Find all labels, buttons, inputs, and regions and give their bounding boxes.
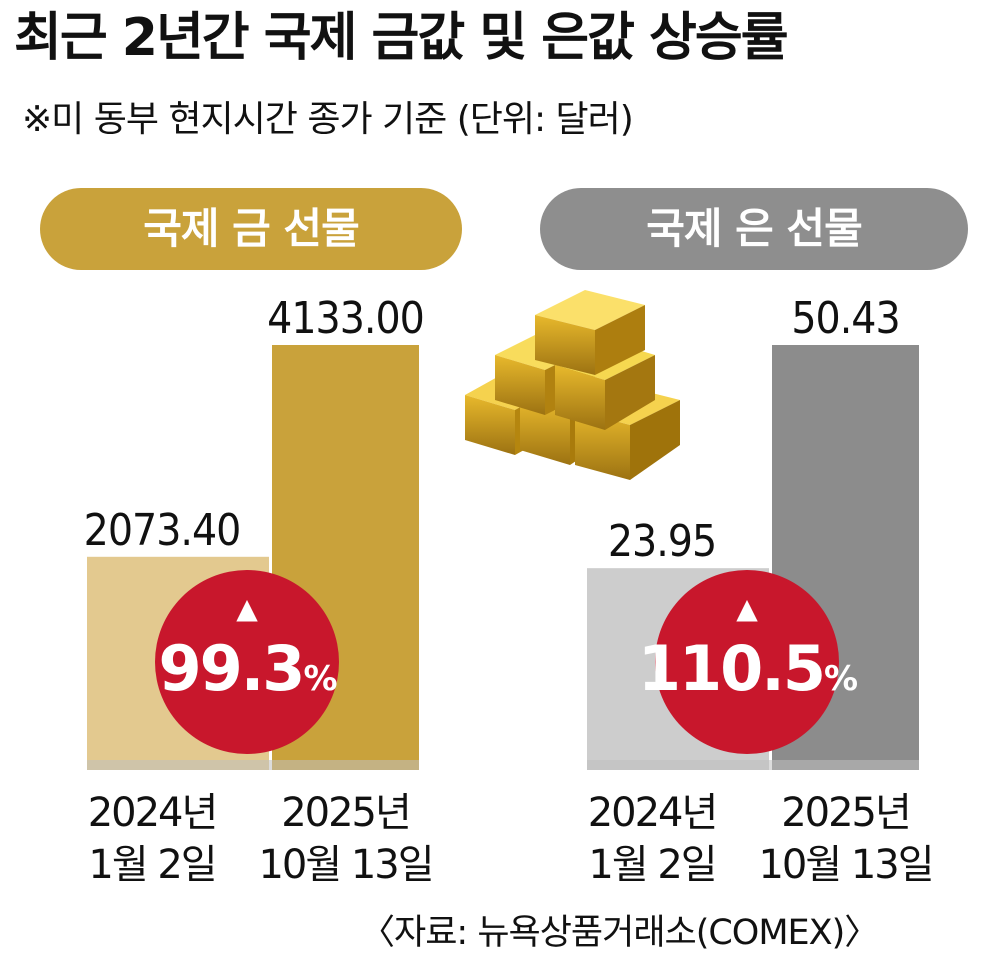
gold-category-label-0-0: 2024년 — [88, 790, 217, 836]
silver-category-label-0-0: 2024년 — [588, 790, 717, 836]
source-note: 〈자료: 뉴욕상품거래소(COMEX)〉 — [360, 913, 879, 953]
gold-change-badge — [155, 570, 339, 754]
chart-subtitle: ※미 동부 현지시간 종가 기준 (단위: 달러) — [22, 99, 634, 140]
silver-category-label-1-0: 2025년 — [781, 790, 910, 836]
silver-baseline — [587, 760, 919, 770]
silver-category-label-1-1: 10월 13일 — [758, 842, 932, 888]
gold-change-value: 99.3% — [158, 632, 336, 705]
gold-category-label-0-1: 1월 2일 — [88, 842, 215, 888]
gold-change-arrow-icon: ▲ — [236, 592, 258, 625]
gold-category-label-1-0: 2025년 — [281, 790, 410, 836]
gold-value-label-1: 4133.00 — [267, 293, 424, 344]
silver-value-label-1: 50.43 — [791, 293, 899, 344]
gold-category-label-1-1: 10월 13일 — [258, 842, 432, 888]
chart-title: 최근 2년간 국제 금값 및 은값 상승률 — [14, 8, 789, 68]
silver-change-value: 110.5% — [638, 632, 857, 705]
silver-value-label-0: 23.95 — [608, 516, 716, 567]
silver-panel-title: 국제 은 선물 — [540, 188, 968, 270]
silver-change-arrow-icon: ▲ — [736, 592, 758, 625]
gold-value-label-0: 2073.40 — [84, 505, 241, 556]
gold-baseline — [87, 760, 419, 770]
silver-change-badge — [655, 570, 839, 754]
silver-category-label-0-1: 1월 2일 — [588, 842, 715, 888]
gold-bars-icon — [465, 290, 680, 480]
gold-panel-title: 국제 금 선물 — [40, 188, 462, 270]
